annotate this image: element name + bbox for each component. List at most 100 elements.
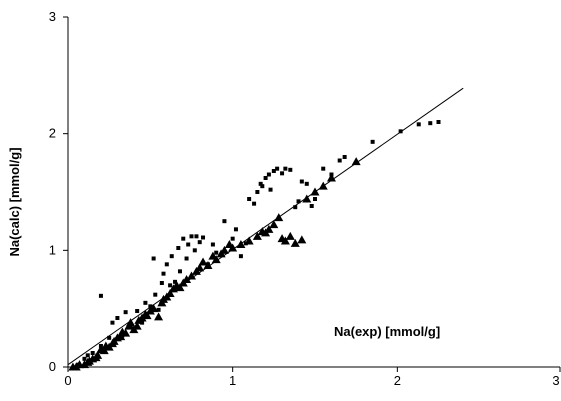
triangle-point [236,240,246,248]
square-point [222,219,227,224]
triangle-point [132,321,142,330]
x-tick-label: 1 [229,373,236,388]
square-point [186,242,191,247]
square-point [192,248,197,253]
square-point [252,201,257,206]
triangle-point [290,238,300,247]
triangle-point [252,231,262,240]
square-point [123,310,128,315]
square-point [173,279,178,284]
x-tick-label: 0 [64,373,71,388]
square-point [258,181,263,186]
square-point [82,356,87,361]
square-point [148,304,153,309]
square-point [156,307,161,312]
x-tick-label: 2 [394,373,401,388]
square-point [283,166,288,171]
triangle-point [175,283,185,292]
square-point [161,271,166,276]
triangle-point [93,350,103,359]
square-point [151,256,156,261]
square-point [260,184,265,189]
triangle-point [149,304,159,313]
square-point [169,254,174,259]
square-point [233,227,238,232]
square-point [201,235,206,240]
square-point [176,246,181,250]
triangle-point [116,332,126,341]
square-point [296,199,301,204]
square-point [280,171,285,176]
square-point [177,269,182,274]
square-point [135,309,140,313]
y-axis-label: Na(calc) [mmol/g] [7,147,22,256]
square-point [288,167,293,172]
triangle-point [302,194,312,203]
triangle-point [228,243,238,252]
square-point [184,256,189,261]
square-point [90,351,95,355]
triangle-point [126,318,136,327]
square-point [164,262,169,267]
y-tick-label: 1 [49,242,56,257]
square-point [189,234,194,239]
square-point [266,172,271,177]
triangle-point [285,231,295,240]
triangle-point [211,255,221,264]
triangle-point [165,289,175,297]
triangle-point [274,213,284,222]
triangle-point [154,312,164,321]
y-tick-label: 3 [49,9,56,24]
square-point [153,292,158,297]
triangle-point [269,220,279,229]
square-point [313,197,317,201]
triangle-point [318,181,328,190]
x-tick-label: 3 [552,373,559,388]
square-point [230,236,235,241]
square-point [271,169,276,173]
triangle-point [219,245,229,254]
square-point [299,179,304,184]
square-point [293,205,298,210]
triangle-point [264,224,274,233]
square-point [370,139,375,144]
triangle-point [99,346,109,355]
fit-line [67,87,464,366]
triangle-point [280,236,290,245]
square-point [321,166,326,171]
x-axis-label: Na(exp) [mmol/g] [334,324,440,339]
square-point [98,293,103,298]
triangle-point [326,173,336,182]
square-point [181,236,186,241]
square-point [110,320,115,325]
square-point [159,281,164,285]
square-point [194,234,199,239]
square-point [85,353,90,358]
square-point [143,300,148,305]
square-point [247,197,252,201]
square-point [115,316,120,320]
square-point [197,240,202,245]
square-point [337,158,342,163]
triangle-point [198,257,208,266]
square-point [263,176,268,180]
square-point [342,155,347,159]
triangle-point [142,311,152,320]
square-point [309,204,314,208]
y-tick-label: 0 [49,359,56,374]
square-point [107,335,112,340]
triangle-point [187,271,196,280]
triangle-point [351,157,361,166]
triangle-point [244,236,254,245]
square-point [168,283,173,288]
triangle-point [182,275,192,283]
square-point [436,120,441,124]
square-point [214,250,219,255]
square-point [304,181,309,186]
fit-line-group [67,87,464,366]
square-point [398,129,403,134]
square-point [238,254,243,259]
square-point [210,242,215,247]
square-point [268,187,273,192]
